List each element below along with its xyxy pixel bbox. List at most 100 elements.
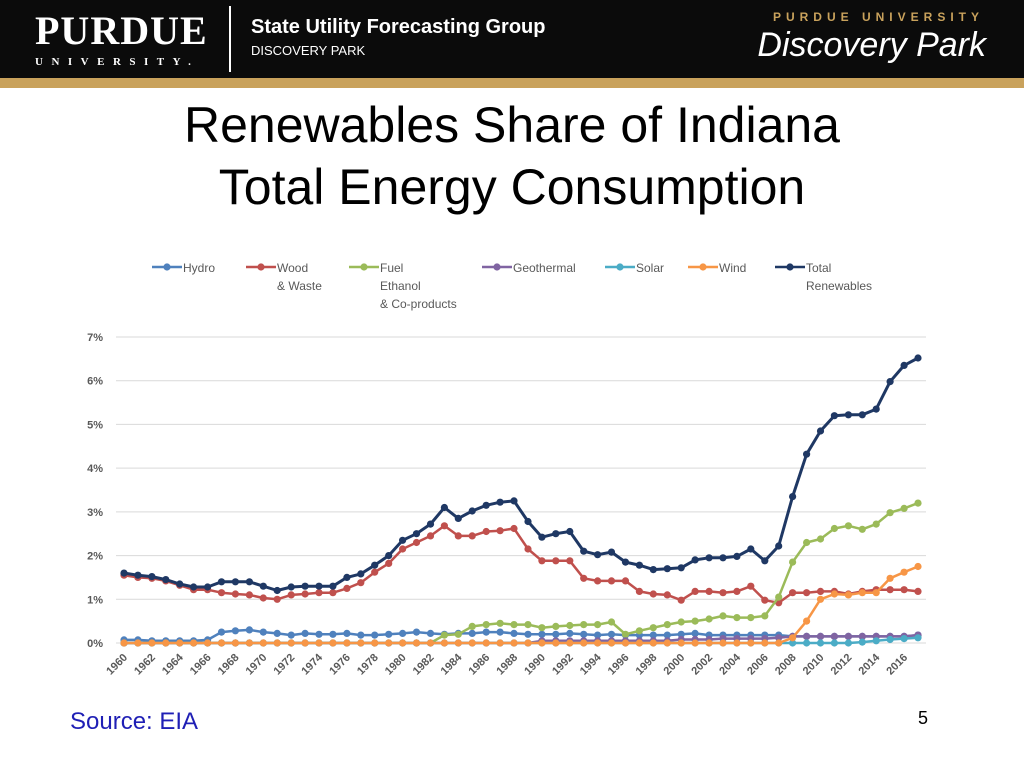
data-point bbox=[482, 639, 490, 647]
data-point bbox=[231, 627, 239, 635]
data-point bbox=[426, 639, 435, 647]
data-point bbox=[510, 639, 518, 647]
data-point bbox=[580, 574, 588, 582]
data-point bbox=[566, 557, 574, 565]
data-point bbox=[858, 638, 866, 646]
legend-swatch-marker bbox=[163, 263, 171, 271]
data-point bbox=[816, 595, 825, 603]
data-point bbox=[649, 624, 657, 632]
data-point bbox=[566, 639, 574, 647]
data-point bbox=[524, 639, 532, 647]
data-point bbox=[552, 557, 560, 565]
data-point bbox=[245, 639, 253, 647]
data-point bbox=[315, 639, 323, 647]
header-gold-stripe bbox=[0, 78, 1024, 88]
data-point bbox=[775, 639, 783, 647]
data-point bbox=[733, 552, 741, 561]
x-tick-label: 1962 bbox=[132, 652, 158, 678]
data-point bbox=[120, 639, 128, 647]
data-point bbox=[830, 639, 839, 647]
data-point bbox=[816, 632, 825, 641]
legend-swatch-marker bbox=[257, 263, 265, 271]
data-point bbox=[733, 587, 741, 596]
title-line-2: Total Energy Consumption bbox=[218, 159, 806, 215]
data-point bbox=[538, 639, 546, 647]
data-point bbox=[677, 596, 685, 604]
data-point bbox=[287, 639, 295, 647]
data-point bbox=[440, 631, 448, 639]
data-point bbox=[886, 509, 894, 517]
data-point bbox=[914, 587, 922, 596]
data-point bbox=[426, 532, 435, 540]
data-point bbox=[315, 630, 323, 638]
data-point bbox=[761, 639, 769, 647]
x-tick-label: 1964 bbox=[160, 651, 186, 677]
data-point bbox=[719, 554, 727, 562]
data-point bbox=[775, 542, 783, 550]
data-point bbox=[844, 639, 853, 647]
data-point bbox=[621, 558, 630, 566]
legend-label: Wood bbox=[277, 261, 308, 275]
purdue-university-text: UNIVERSITY. bbox=[35, 56, 200, 68]
legend-item: Fuel Ethanol & Co-products bbox=[349, 261, 457, 311]
data-point bbox=[343, 573, 351, 582]
y-tick-label: 7% bbox=[87, 332, 103, 344]
data-point bbox=[204, 583, 212, 591]
data-point bbox=[524, 517, 532, 526]
data-point bbox=[399, 545, 407, 553]
data-point bbox=[468, 629, 476, 638]
data-point bbox=[621, 630, 630, 638]
data-point bbox=[663, 639, 671, 647]
data-point bbox=[635, 587, 644, 596]
data-point bbox=[385, 552, 393, 560]
x-tick-label: 1960 bbox=[104, 652, 130, 678]
data-point bbox=[816, 587, 825, 596]
data-point bbox=[343, 639, 351, 647]
data-point bbox=[134, 571, 142, 579]
data-point bbox=[844, 632, 853, 641]
data-point bbox=[426, 629, 435, 638]
data-point bbox=[454, 639, 462, 647]
x-tick-label: 2010 bbox=[801, 652, 827, 678]
data-point bbox=[482, 501, 490, 509]
legend-swatch-marker bbox=[699, 263, 707, 271]
x-tick-label: 1996 bbox=[606, 652, 632, 678]
data-point bbox=[900, 361, 908, 369]
data-point bbox=[552, 622, 560, 631]
legend-label: & Co-products bbox=[380, 297, 457, 311]
x-tick-label: 1980 bbox=[383, 652, 409, 678]
data-point bbox=[454, 514, 462, 523]
data-point bbox=[649, 631, 657, 639]
data-point bbox=[148, 573, 156, 581]
data-point bbox=[217, 589, 226, 597]
data-point bbox=[914, 562, 922, 571]
data-point bbox=[454, 532, 462, 540]
x-tick-label: 1966 bbox=[188, 652, 214, 678]
data-point bbox=[217, 578, 226, 586]
data-point bbox=[691, 556, 699, 564]
data-point bbox=[719, 589, 727, 597]
data-point bbox=[747, 614, 755, 622]
legend-item: Hydro bbox=[152, 261, 215, 275]
data-point bbox=[691, 629, 699, 638]
data-point bbox=[440, 522, 448, 530]
data-point bbox=[663, 631, 671, 639]
data-point bbox=[496, 619, 504, 627]
data-point bbox=[607, 577, 616, 585]
data-point bbox=[691, 639, 699, 647]
data-point bbox=[705, 615, 713, 623]
data-point bbox=[259, 639, 267, 647]
data-point bbox=[677, 630, 685, 638]
data-point bbox=[510, 629, 518, 638]
data-point bbox=[635, 639, 644, 647]
legend-item: Total Renewables bbox=[775, 261, 872, 293]
data-point bbox=[329, 582, 337, 590]
x-tick-label: 2014 bbox=[857, 651, 883, 677]
y-tick-label: 4% bbox=[87, 463, 103, 475]
data-point bbox=[552, 639, 560, 647]
data-point bbox=[649, 590, 657, 598]
data-point bbox=[301, 582, 309, 590]
data-point bbox=[733, 639, 741, 647]
data-point bbox=[259, 594, 267, 602]
